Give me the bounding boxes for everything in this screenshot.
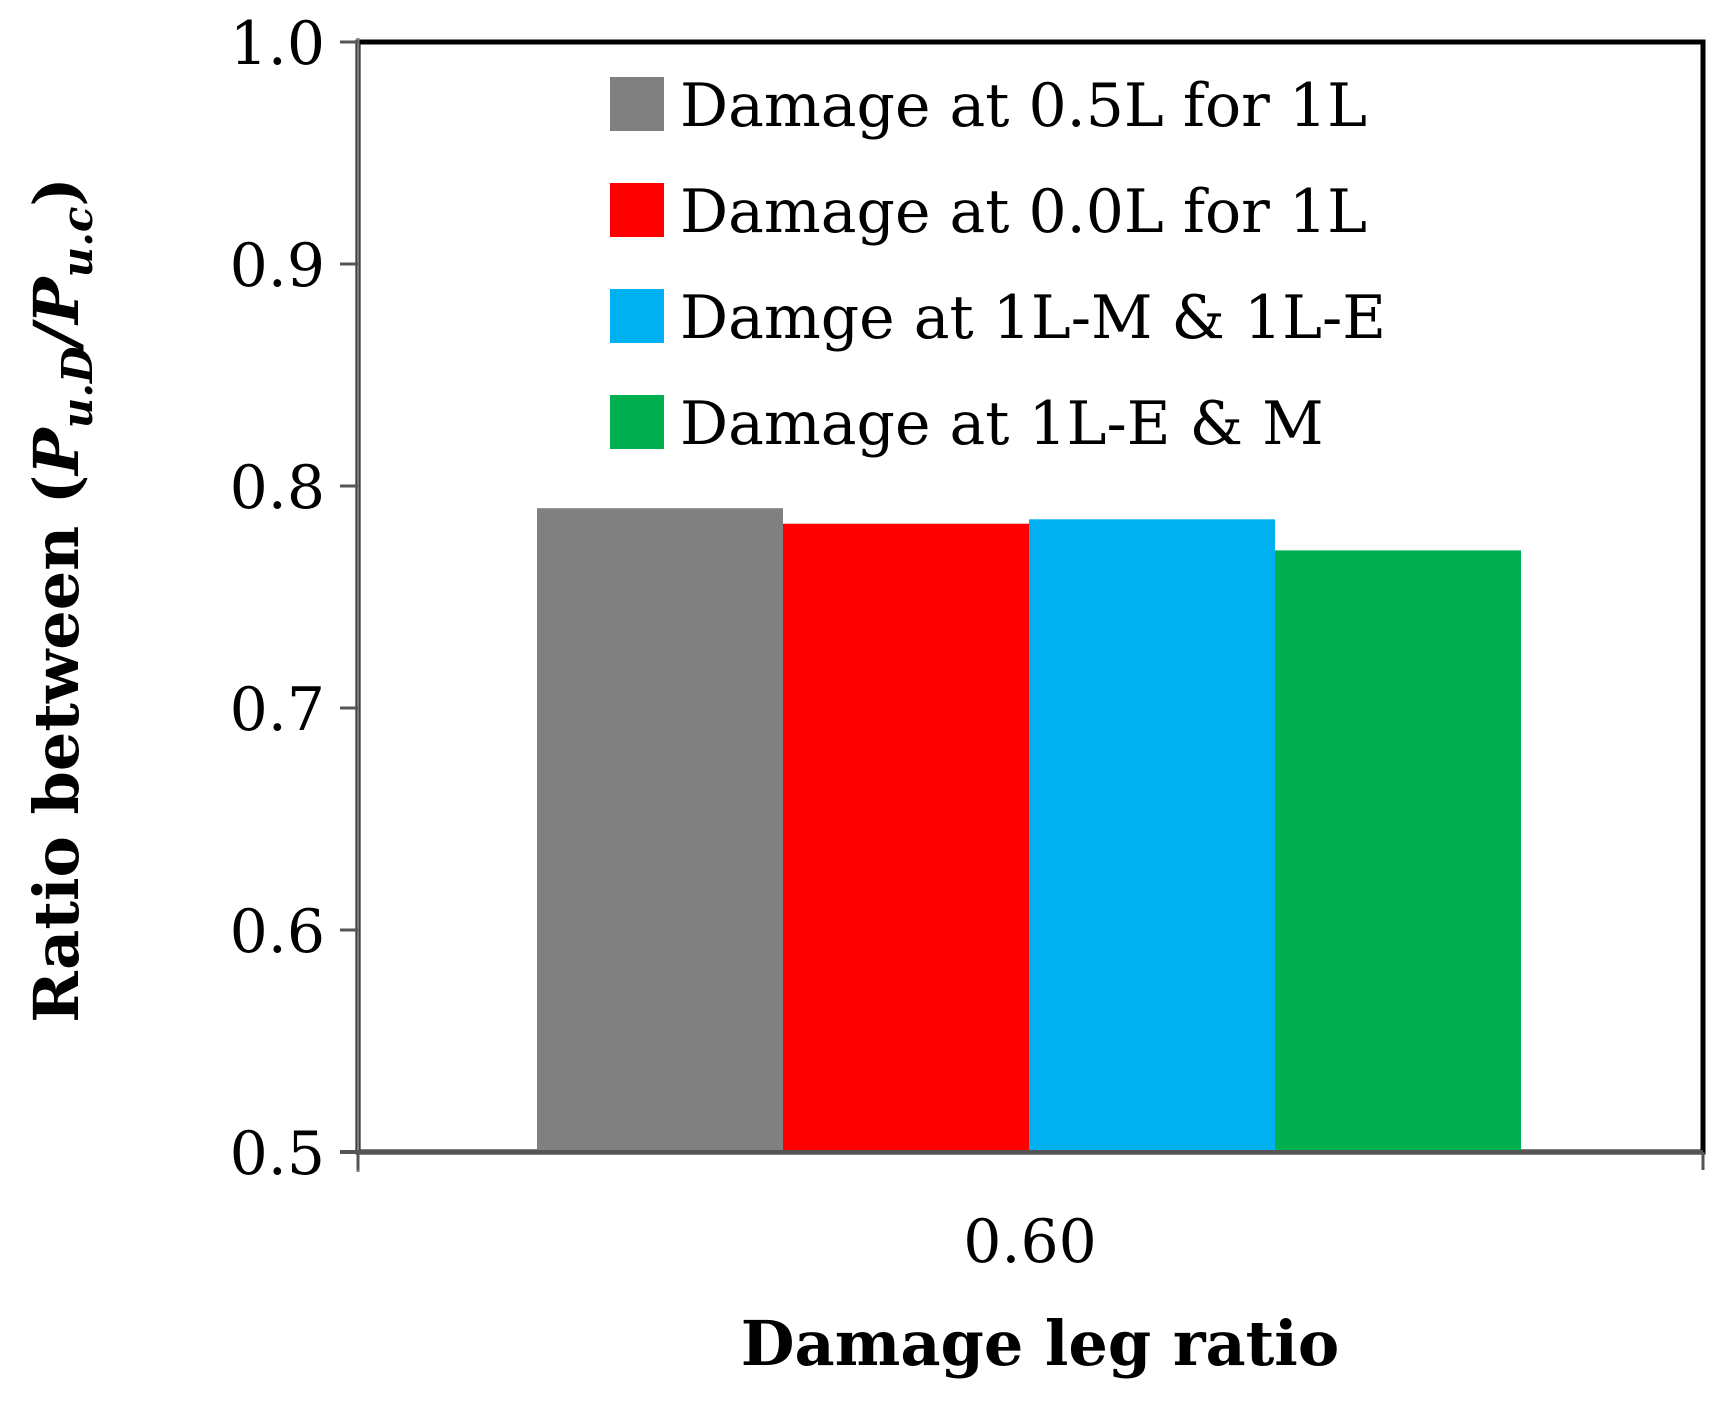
y-axis-ticks: 0.5 0.6 0.7 0.8 0.9 1.0 (230, 9, 358, 1189)
y-tick-label: 0.7 (230, 675, 325, 745)
y-axis-title-slash: / (20, 319, 93, 352)
y-axis-title-sub1: u.D (53, 346, 102, 428)
y-axis-title-suffix: ) (20, 177, 93, 206)
x-tick-label: 0.60 (963, 1207, 1097, 1277)
y-axis-title: Ratio between (Pu.D/Pu.c) (20, 177, 102, 1023)
y-tick-label: 0.5 (230, 1119, 325, 1189)
bar-2 (1029, 519, 1275, 1152)
legend-label-1: Damage at 0.0L for 1L (680, 177, 1367, 247)
legend-swatch-2 (610, 289, 664, 343)
y-axis-title-p1: P (20, 426, 93, 477)
legend-swatch-0 (610, 77, 664, 131)
bars-group (537, 508, 1521, 1152)
y-axis-title-prefix: Ratio between ( (20, 475, 93, 1023)
legend-label-0: Damage at 0.5L for 1L (680, 71, 1367, 141)
y-tick-label: 0.6 (230, 897, 325, 967)
legend-label-3: Damage at 1L-E & M (680, 389, 1324, 459)
bar-3 (1275, 550, 1521, 1152)
legend-label-2: Damge at 1L-M & 1L-E (680, 283, 1386, 353)
legend-swatch-1 (610, 183, 664, 237)
y-axis-title-sub2: u.c (53, 207, 102, 278)
bar-1 (783, 523, 1029, 1152)
bar-0 (537, 508, 783, 1152)
y-tick-label: 0.9 (230, 231, 325, 301)
x-axis-title: Damage leg ratio (741, 1307, 1339, 1380)
y-tick-label: 0.8 (230, 453, 325, 523)
y-axis-title-p2: P (20, 275, 93, 326)
legend-swatch-3 (610, 395, 664, 449)
legend: Damage at 0.5L for 1L Damage at 0.0L for… (610, 71, 1386, 459)
y-tick-label: 1.0 (230, 9, 325, 79)
